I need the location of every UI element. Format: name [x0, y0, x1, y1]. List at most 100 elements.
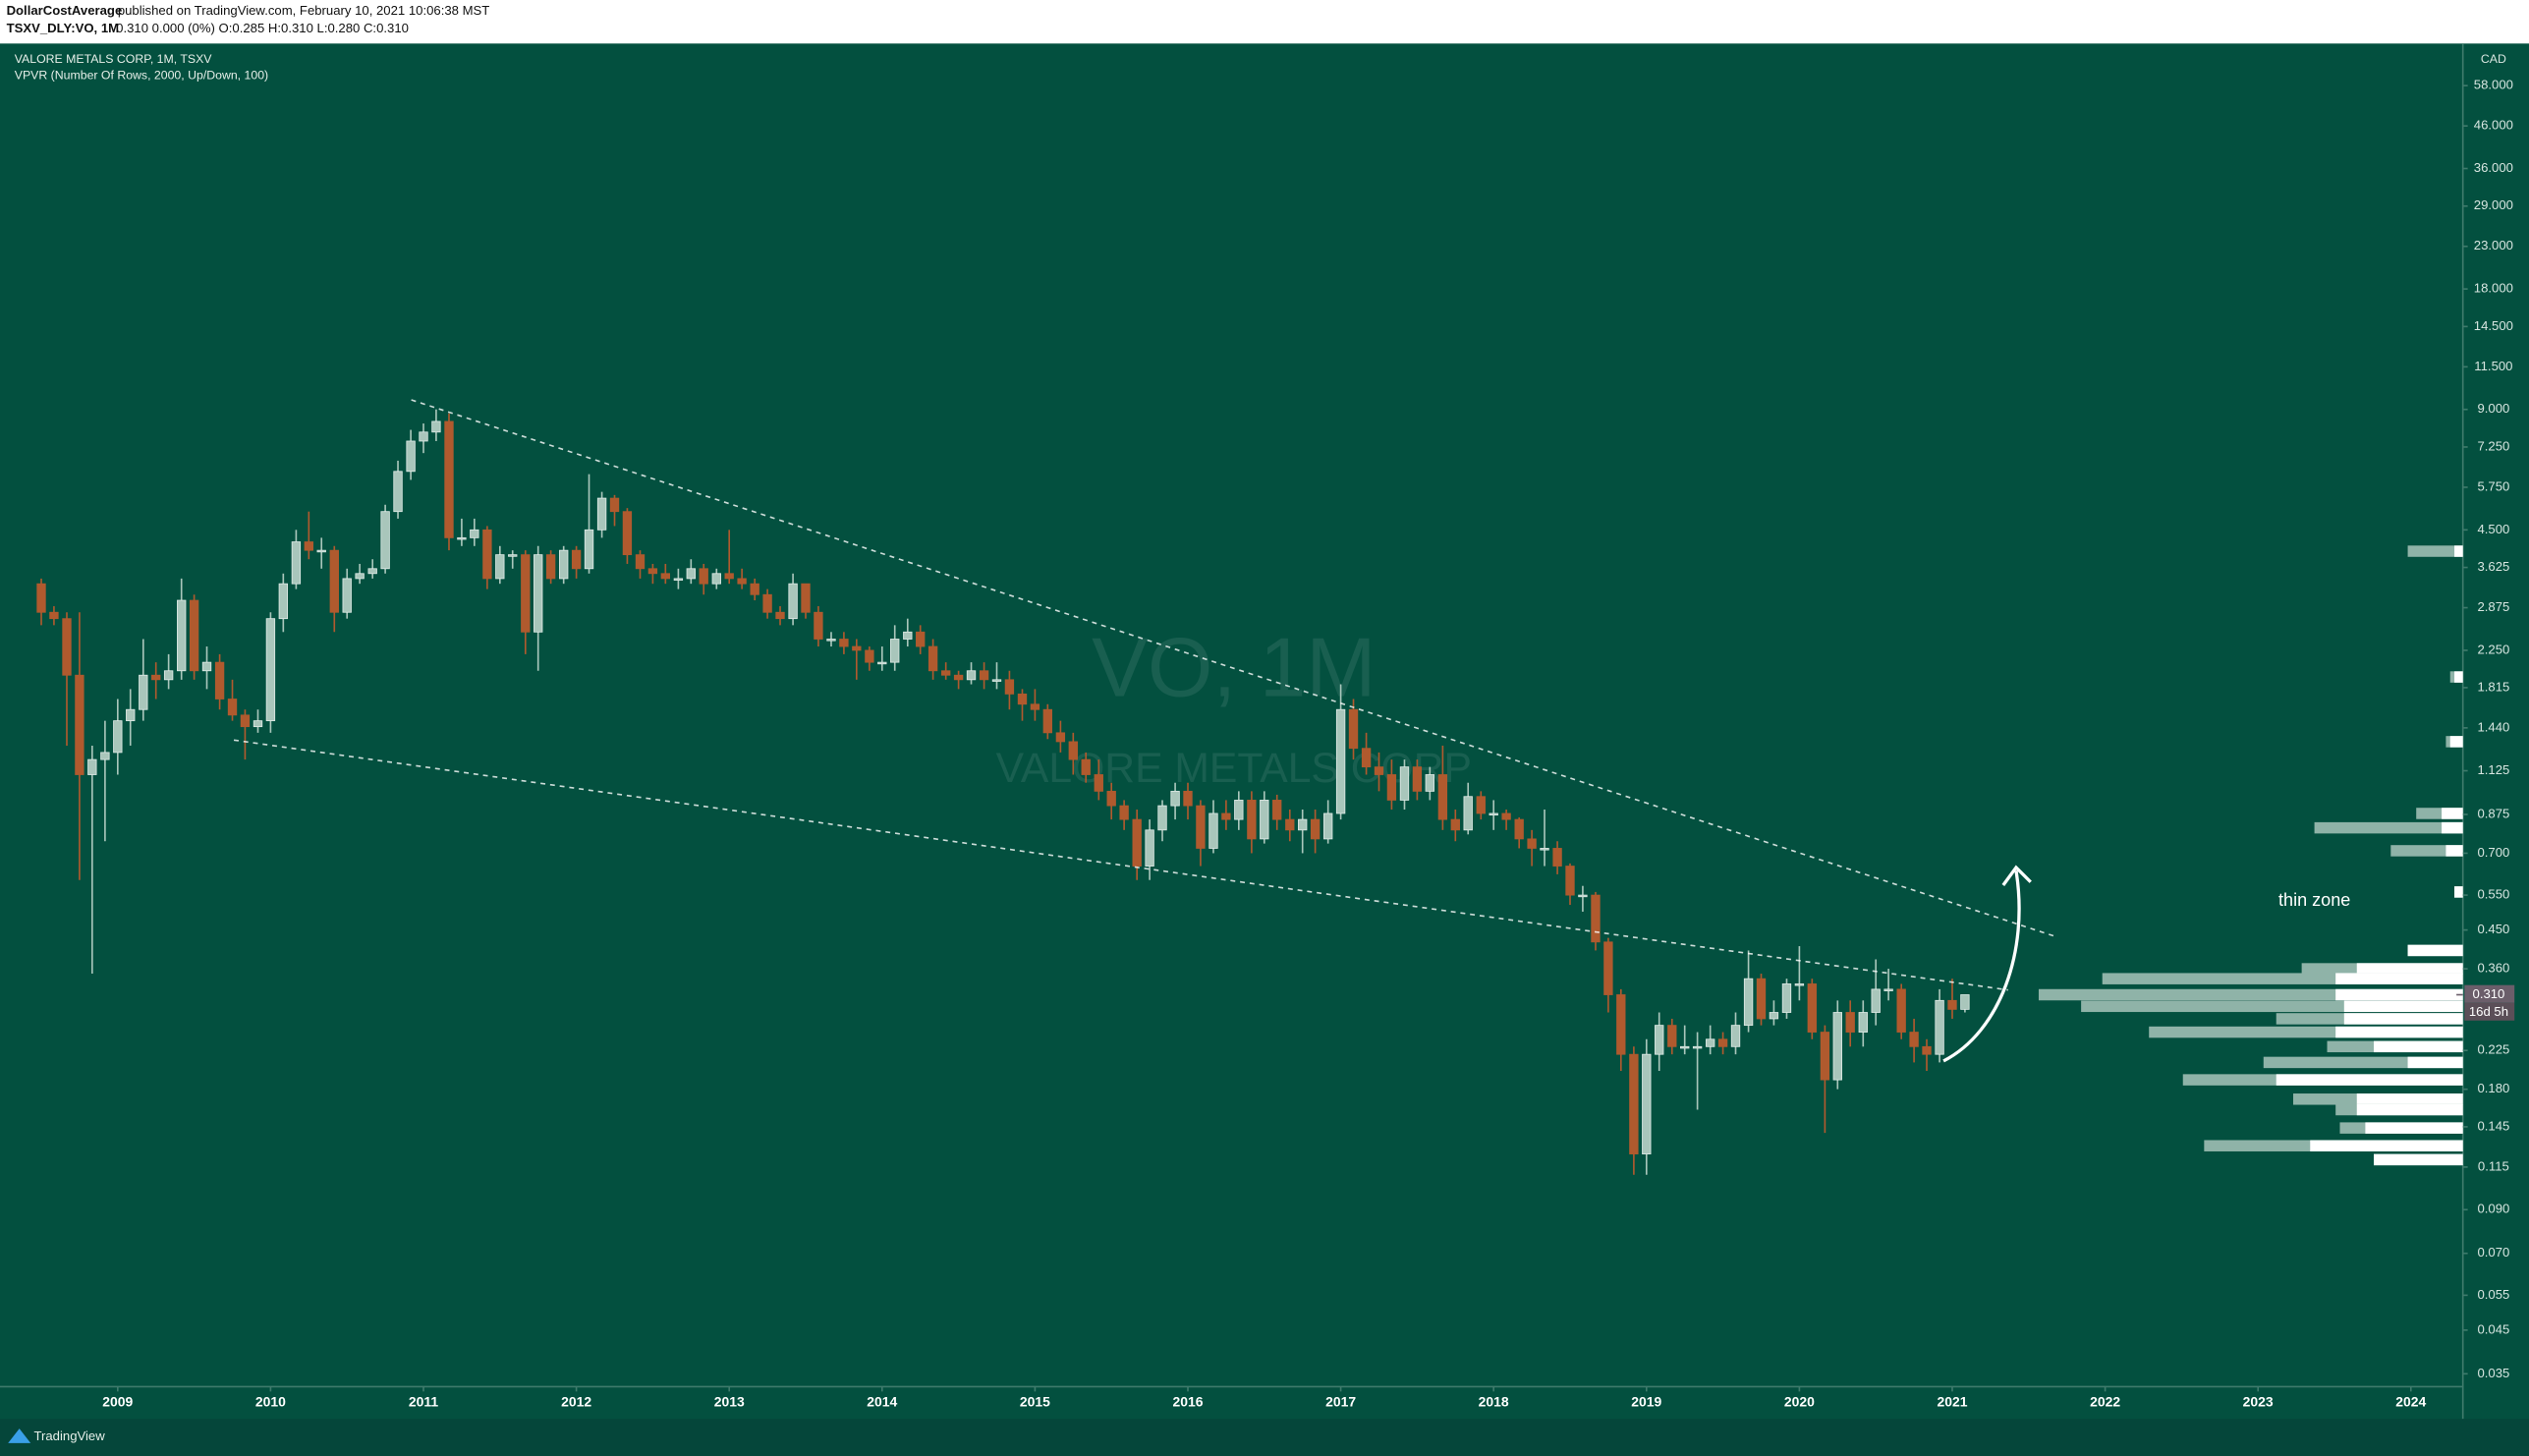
candle-body	[1565, 866, 1575, 896]
candle-body	[991, 679, 1002, 682]
candle-body	[1157, 805, 1167, 831]
x-tick-label: 2019	[1631, 1394, 1661, 1410]
y-tick-label: 0.115	[2478, 1158, 2509, 1173]
y-tick-label: 0.225	[2477, 1042, 2509, 1057]
volume-row	[2407, 545, 2463, 557]
candle-body	[62, 618, 72, 676]
candle-body	[1247, 800, 1257, 840]
candle-body	[495, 554, 505, 580]
volume-row-up	[2356, 963, 2463, 975]
candle-body	[1794, 983, 1805, 986]
candle-body	[1017, 693, 1028, 705]
y-tick-label: 0.090	[2477, 1202, 2509, 1216]
candle-body	[1514, 818, 1524, 840]
candle-body	[393, 471, 403, 513]
x-tick-label: 2024	[2395, 1394, 2426, 1410]
candle-body	[316, 549, 326, 553]
candle-body	[711, 573, 721, 585]
x-tick-label: 2020	[1784, 1394, 1815, 1410]
y-tick-label: 0.360	[2477, 961, 2509, 976]
candle-body	[1909, 1032, 1919, 1047]
published: published on TradingView.com, February 1…	[118, 3, 489, 18]
candle-body	[609, 497, 620, 513]
y-tick-label: 46.000	[2474, 118, 2513, 133]
candle-body	[1374, 766, 1384, 775]
candle-body	[1947, 999, 1957, 1010]
header-bar	[0, 0, 2529, 44]
candle-body	[1743, 978, 1754, 1027]
candle-body	[1501, 812, 1511, 820]
candle-body	[1730, 1025, 1741, 1047]
candle-body	[1769, 1012, 1779, 1020]
candle-body	[673, 578, 684, 581]
candle-body	[1119, 805, 1129, 820]
candle-body	[801, 583, 811, 613]
y-tick-label: 9.000	[2477, 401, 2509, 416]
candle-body	[1425, 774, 1434, 792]
candle-body	[113, 720, 123, 754]
x-tick-label: 2011	[409, 1394, 438, 1410]
candle-body	[380, 511, 390, 570]
candle-body	[852, 645, 862, 651]
candle-body	[1756, 978, 1767, 1020]
candle-body	[1437, 774, 1448, 820]
candle-body	[916, 631, 926, 647]
candle-body	[291, 541, 302, 585]
candle-body	[163, 670, 174, 681]
volume-row	[2390, 845, 2463, 857]
volume-row	[2102, 973, 2463, 984]
candle-body	[1221, 812, 1231, 820]
y-tick-label: 23.000	[2474, 238, 2513, 252]
candle-body	[1042, 708, 1052, 734]
candle-body	[1960, 994, 1970, 1010]
candle-body	[139, 674, 148, 710]
y-tick-label: 0.145	[2477, 1118, 2509, 1133]
candle-body	[1578, 894, 1588, 898]
trend-line	[411, 399, 2057, 938]
volume-row-up	[2445, 845, 2463, 857]
x-tick-label: 2015	[1020, 1394, 1050, 1410]
y-tick-label: 0.180	[2477, 1081, 2509, 1095]
candle-body	[406, 440, 416, 473]
volume-row-up	[2449, 736, 2463, 748]
x-tick-label: 2022	[2090, 1394, 2120, 1410]
candle-body	[1527, 838, 1537, 849]
chart-title: VALORE METALS CORP, 1M, TSXV	[15, 52, 213, 66]
y-tick-label: 4.500	[2477, 522, 2509, 536]
y-tick-label: 3.625	[2477, 559, 2509, 574]
volume-row-up	[2454, 886, 2463, 898]
candle-body	[1692, 1045, 1703, 1049]
candle-body	[1030, 703, 1040, 710]
candle-body	[1272, 800, 1282, 820]
trend-line	[233, 739, 2008, 991]
quote: 0.310 0.000 (0%) O:0.285 H:0.310 L:0.280…	[116, 21, 409, 35]
volume-row-up	[2356, 1093, 2463, 1105]
candle-body	[201, 661, 212, 672]
candle-body	[177, 599, 187, 672]
candle-body	[431, 420, 441, 433]
volume-row-up	[2407, 944, 2463, 957]
candle-body	[1603, 941, 1613, 995]
candle-body	[941, 670, 951, 676]
candle-body	[1094, 774, 1103, 792]
candle-body	[1781, 983, 1792, 1013]
candle-body	[826, 639, 836, 642]
candle-body	[724, 573, 734, 580]
volume-row-up	[2356, 1103, 2463, 1116]
candle-body	[953, 674, 964, 681]
candle-body	[189, 599, 199, 672]
y-tick-label: 0.700	[2477, 845, 2509, 860]
candle-body	[1004, 679, 1015, 695]
candle-body	[1845, 1012, 1855, 1033]
volume-row-up	[2310, 1140, 2463, 1151]
candle-body	[1310, 818, 1321, 840]
candle-body	[762, 593, 772, 613]
candle-body	[1629, 1053, 1639, 1154]
candle-body	[265, 618, 276, 722]
volume-row-up	[2442, 821, 2463, 834]
candle-body	[559, 549, 569, 580]
candle-body	[100, 752, 110, 760]
volume-row-up	[2343, 1013, 2463, 1025]
candle-body	[1234, 800, 1244, 820]
